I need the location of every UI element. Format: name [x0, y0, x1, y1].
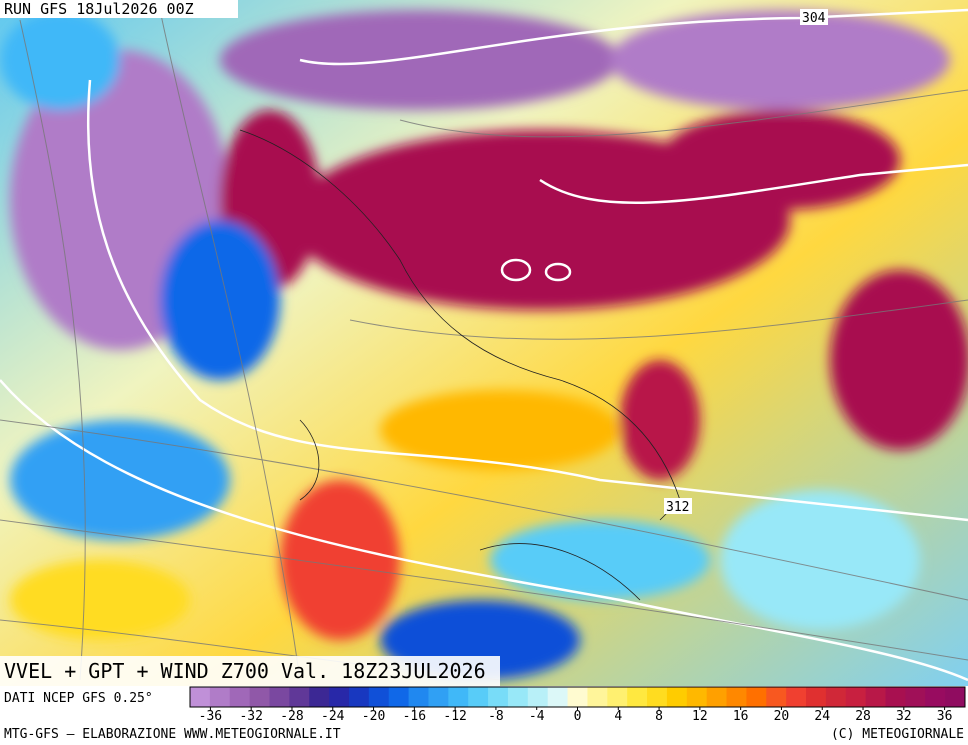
- colorbar-segment: [726, 687, 747, 707]
- colorbar-label: 8: [655, 709, 663, 724]
- colorbar-segment: [448, 687, 469, 707]
- colorbar-segment: [309, 687, 330, 707]
- colorbar-segment: [507, 687, 529, 707]
- colorbar-segment: [587, 687, 608, 707]
- colorbar-segment: [766, 687, 787, 707]
- colorbar-label: -8: [488, 709, 504, 724]
- colorbar-segment: [627, 687, 648, 707]
- colorbar-segment: [945, 687, 966, 707]
- colorbar-label: -12: [443, 709, 466, 724]
- contour-label-box: [664, 498, 692, 514]
- colorbar-segment: [468, 687, 489, 707]
- colorbar-segment: [786, 687, 807, 707]
- colorbar-segment: [925, 687, 946, 707]
- colorbar-label: -20: [362, 709, 385, 724]
- colorbar-label: -4: [529, 709, 545, 724]
- colorbar: -36 -32 -28 -24 -20 -16 -12 -8 -4 0 4 8 12 16 20 24 28 32…: [189, 686, 966, 724]
- colorbar-label: -32: [239, 709, 262, 724]
- colorbar-label: -36: [199, 709, 222, 724]
- colorbar-label: 4: [614, 709, 622, 724]
- map-title-box: [0, 656, 500, 686]
- colorbar-segment: [329, 687, 350, 707]
- colorbar-segment: [746, 687, 767, 707]
- colorbar-segment: [607, 687, 628, 707]
- source: DATI NCEP GFS 0.25°: [4, 691, 153, 706]
- colorbar-label: -16: [403, 709, 426, 724]
- colorbar-segment: [368, 687, 390, 707]
- colorbar-label: 12: [692, 709, 708, 724]
- colorbar-label: -28: [280, 709, 303, 724]
- colorbar-segment: [686, 687, 708, 707]
- colorbar-segment: [567, 687, 588, 707]
- contour-label: 312: [666, 500, 689, 515]
- colorbar-segment: [666, 687, 688, 707]
- colorbar-segment: [865, 687, 887, 707]
- title-box: [0, 0, 238, 18]
- colorbar-segment: [706, 687, 728, 707]
- colorbar-segment: [527, 687, 549, 707]
- colorbar-label: 0: [574, 709, 582, 724]
- contour-label-box: [800, 9, 828, 25]
- colorbar-segment: [388, 687, 410, 707]
- colorbar-label: 24: [814, 709, 830, 724]
- colorbar-segment: [547, 687, 569, 707]
- colorbar-segment: [209, 687, 231, 707]
- colorbar-label: 20: [774, 709, 790, 724]
- contours: [0, 8, 968, 682]
- colorbar-label: 16: [733, 709, 749, 724]
- colorbar-label: -24: [321, 709, 345, 724]
- colorbar-label: 36: [937, 709, 953, 724]
- colorbar-segment: [905, 687, 926, 707]
- colorbar-segment: [269, 687, 290, 707]
- colorbar-segment: [845, 687, 867, 707]
- contour-label: 304: [802, 11, 826, 26]
- colorbar-segment: [428, 687, 449, 707]
- run-title: RUN GFS 18Jul2026 00Z: [4, 0, 194, 18]
- colorbar-label: 28: [855, 709, 871, 724]
- colorbar-segment: [229, 687, 251, 707]
- colorbar-segment: [488, 687, 509, 707]
- colorbar-label: 32: [896, 709, 912, 724]
- colorbar-segment: [289, 687, 310, 707]
- footer-right: (C) METEOGIORNALE: [831, 727, 964, 742]
- field: [0, 0, 968, 686]
- colorbar-segment: [806, 687, 827, 707]
- footer-left: MTG-GFS — ELABORAZIONE WWW.METEOGIORNALE…: [4, 727, 341, 742]
- colorbar-segment: [249, 687, 270, 707]
- colorbar-segment: [825, 687, 847, 707]
- colorbar-segment: [885, 687, 906, 707]
- colorbar-segment: [408, 687, 429, 707]
- coastlines: [239, 129, 681, 601]
- map-title: VVEL + GPT + WIND Z700 Val. 18Z23JUL2026: [4, 659, 486, 683]
- colorbar-segment: [348, 687, 370, 707]
- streamlines: [0, 9, 968, 681]
- colorbar-segment: [647, 687, 668, 707]
- colorbar-segment: [190, 687, 211, 707]
